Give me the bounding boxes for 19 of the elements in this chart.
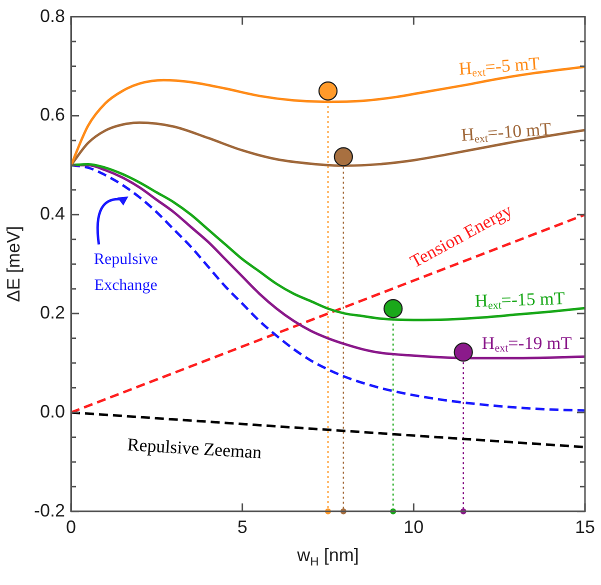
- y-tick-label: 0.6: [40, 104, 66, 125]
- y-axis-title: ΔE [meV]: [4, 226, 24, 302]
- x-axis-title: w$_{H}$ [nm]: [297, 545, 359, 569]
- x-tick-label: 10: [404, 517, 424, 538]
- line-series: [71, 164, 585, 412]
- y-tick-label: 0.2: [40, 302, 66, 323]
- series-label: Repulsive Exchange: [94, 251, 158, 294]
- line-series: [71, 164, 585, 360]
- series-label: Hext=-5 mT: [458, 53, 540, 80]
- line-series: [71, 162, 585, 322]
- y-tick-label: 0.0: [40, 401, 66, 422]
- y-tick-label: -0.2: [34, 500, 66, 520]
- y-tick-label: 0.8: [40, 6, 66, 26]
- x-tick-label: 5: [237, 517, 248, 538]
- series-label: Hext=-10 mT: [460, 118, 552, 146]
- series-label: Repulsive Zeeman: [126, 434, 262, 462]
- x-tick-label: 0: [66, 517, 76, 538]
- x-tick-label: 15: [574, 517, 596, 538]
- y-tick-label: 0.4: [40, 204, 66, 224]
